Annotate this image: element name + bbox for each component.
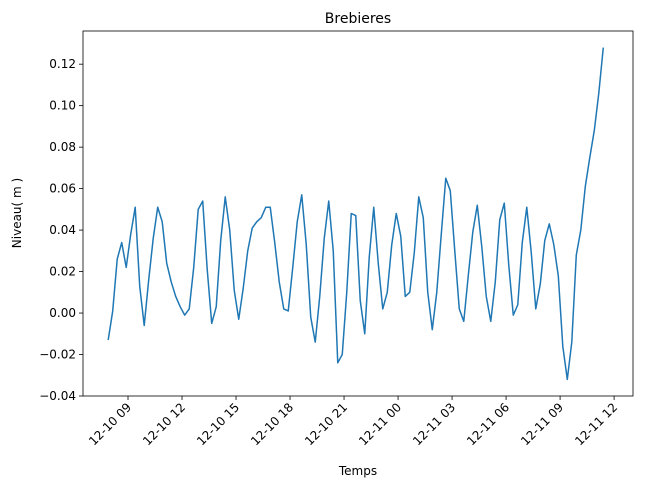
y-tick-label: −0.04: [39, 389, 76, 403]
x-tick-label: 12-10 15: [194, 400, 242, 448]
x-tick-label: 12-10 21: [302, 400, 350, 448]
x-tick-label: 12-11 06: [464, 400, 512, 448]
x-tick-label: 12-11 12: [572, 400, 620, 448]
y-tick-label: 0.12: [49, 57, 76, 71]
y-tick-label: 0.10: [49, 99, 76, 113]
x-tick-label: 12-10 18: [248, 400, 296, 448]
y-axis-label: Niveau( m ): [10, 178, 24, 248]
y-tick-label: 0.04: [49, 223, 76, 237]
y-tick-label: −0.02: [39, 348, 76, 362]
y-tick-label: 0.02: [49, 265, 76, 279]
y-tick-label: 0.06: [49, 182, 76, 196]
chart-title: Brebieres: [325, 11, 391, 27]
plot-frame: [82, 30, 634, 397]
x-tick-label: 12-11 03: [410, 400, 458, 448]
x-tick-label: 12-10 12: [140, 400, 188, 448]
x-tick-label: 12-11 09: [518, 400, 566, 448]
x-tick-label: 12-11 00: [356, 400, 404, 448]
y-tick-label: 0.08: [49, 140, 76, 154]
x-axis-label: Temps: [338, 464, 377, 478]
y-tick-label: 0.00: [49, 306, 76, 320]
x-tick-label: 12-10 09: [86, 400, 134, 448]
data-line: [107, 47, 605, 381]
